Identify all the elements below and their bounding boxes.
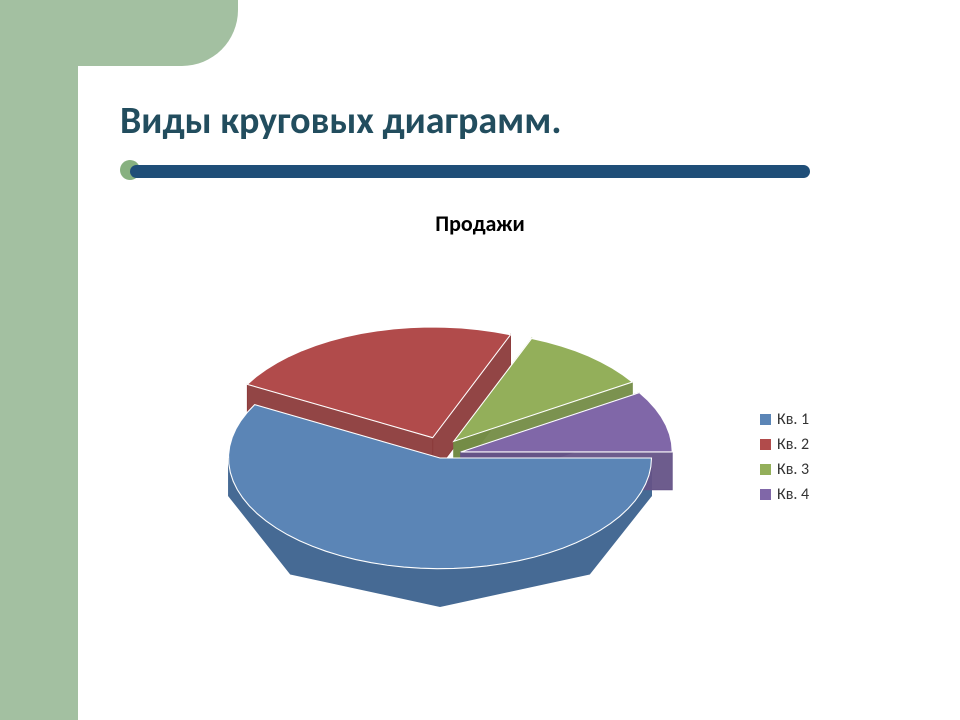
pie-chart (170, 258, 710, 658)
chart-legend: Кв. 1 Кв. 2 Кв. 3 Кв. 4 (760, 410, 809, 510)
legend-swatch-icon (760, 489, 771, 500)
title-divider (120, 162, 880, 182)
legend-item: Кв. 1 (760, 410, 809, 429)
chart-title: Продажи (300, 210, 660, 237)
slide-title: Виды круговых диаграмм. (120, 98, 900, 144)
divider-bar (130, 165, 810, 178)
legend-item: Кв. 3 (760, 460, 809, 479)
legend-item: Кв. 2 (760, 435, 809, 454)
header-corner-block (78, 0, 238, 66)
legend-label: Кв. 4 (777, 485, 809, 504)
legend-label: Кв. 1 (777, 410, 809, 429)
left-band (0, 0, 78, 720)
legend-item: Кв. 4 (760, 485, 809, 504)
legend-label: Кв. 3 (777, 460, 809, 479)
legend-swatch-icon (760, 414, 771, 425)
legend-swatch-icon (760, 464, 771, 475)
legend-swatch-icon (760, 439, 771, 450)
legend-label: Кв. 2 (777, 435, 809, 454)
slide: Виды круговых диаграмм. Продажи Кв. 1Кв.… (0, 0, 960, 720)
